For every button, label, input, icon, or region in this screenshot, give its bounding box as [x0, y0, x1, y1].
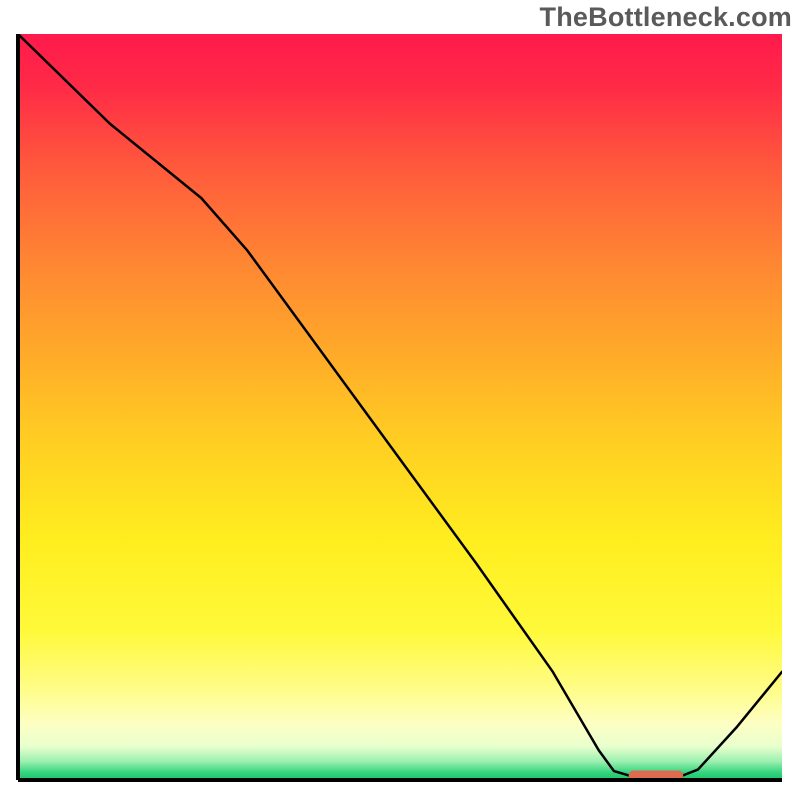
bottleneck-chart [0, 0, 800, 800]
plot-area [18, 34, 782, 780]
watermark-text: TheBottleneck.com [540, 2, 792, 33]
gradient-background [18, 34, 782, 780]
chart-container: TheBottleneck.com [0, 0, 800, 800]
